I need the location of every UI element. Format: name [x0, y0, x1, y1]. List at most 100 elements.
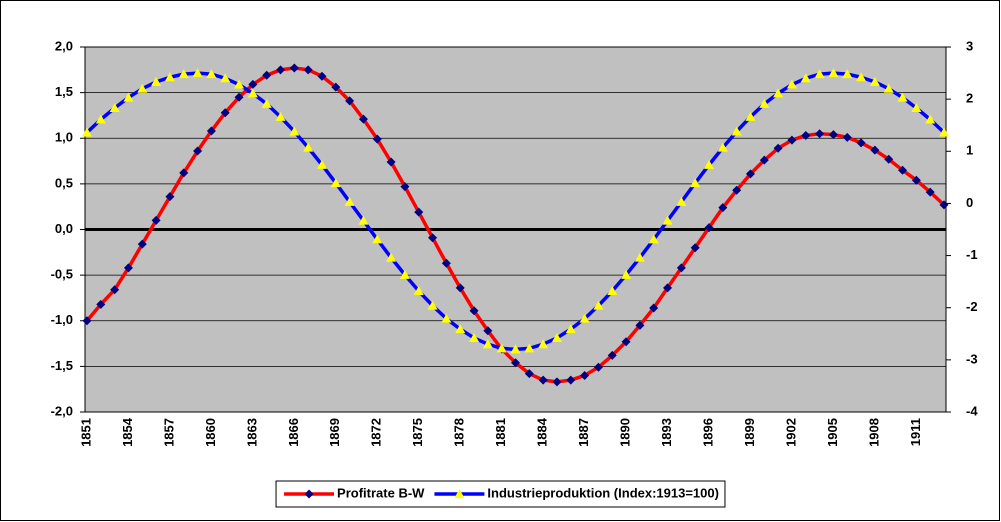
- point-marker: [676, 196, 687, 206]
- point-marker: [621, 337, 631, 347]
- x-tick-label: 1902: [783, 418, 798, 447]
- point-marker: [483, 326, 493, 336]
- point-marker: [897, 92, 908, 102]
- y2-tick-label: 2: [966, 91, 973, 106]
- point-marker: [842, 132, 852, 142]
- point-marker: [773, 143, 783, 153]
- point-marker: [247, 88, 258, 98]
- y2-tick-label: -1: [966, 247, 978, 262]
- x-tick-label: 1860: [203, 418, 218, 447]
- point-marker: [580, 371, 590, 380]
- point-marker: [455, 283, 465, 293]
- point-marker: [510, 344, 521, 354]
- point-marker: [441, 258, 451, 268]
- point-marker: [538, 339, 549, 349]
- point-marker: [717, 142, 728, 152]
- point-marker: [372, 234, 383, 244]
- point-marker: [828, 68, 839, 78]
- point-marker: [731, 126, 742, 136]
- point-marker: [289, 63, 299, 73]
- x-tick-label: 1884: [535, 417, 550, 447]
- point-marker: [704, 223, 714, 233]
- point-marker: [869, 76, 880, 86]
- point-marker: [621, 269, 632, 279]
- x-tick-label: 1854: [120, 417, 135, 447]
- point-marker: [911, 103, 922, 113]
- y2-tick-label: 1: [966, 143, 973, 158]
- legend-marker: [304, 489, 314, 499]
- point-marker: [607, 286, 618, 296]
- x-tick-label: 1905: [825, 418, 840, 447]
- point-marker: [234, 92, 244, 102]
- y-tick-label: 1,5: [55, 84, 73, 99]
- y-tick-label: -1,0: [51, 312, 73, 327]
- point-marker: [662, 215, 673, 225]
- point-marker: [206, 126, 216, 136]
- point-marker: [884, 154, 894, 164]
- y-tick-label: -1,5: [51, 358, 73, 373]
- point-marker: [787, 135, 797, 145]
- point-marker: [261, 98, 272, 108]
- point-marker: [856, 72, 867, 82]
- point-marker: [303, 142, 314, 152]
- point-marker: [344, 196, 355, 206]
- point-marker: [648, 234, 659, 244]
- point-marker: [718, 203, 728, 213]
- legend: Profitrate B-W Industrieproduktion (Index…: [275, 480, 726, 508]
- legend-marker: [454, 489, 465, 498]
- point-marker: [413, 286, 424, 296]
- point-marker: [455, 324, 466, 334]
- point-marker: [220, 73, 231, 83]
- x-tick-label: 1911: [908, 418, 923, 446]
- point-marker: [773, 88, 784, 98]
- point-marker: [192, 68, 203, 78]
- point-marker: [276, 65, 286, 75]
- x-tick-label: 1896: [700, 418, 715, 447]
- point-marker: [814, 69, 825, 79]
- point-marker: [331, 82, 341, 92]
- x-tick-label: 1893: [659, 418, 674, 447]
- point-marker: [551, 332, 562, 342]
- point-marker: [870, 145, 880, 155]
- point-marker: [109, 103, 120, 113]
- x-tick-label: 1857: [161, 418, 176, 447]
- point-marker: [593, 362, 603, 372]
- y2-tick-label: 0: [966, 195, 973, 210]
- x-tick-label: 1869: [327, 418, 342, 447]
- point-marker: [593, 300, 604, 310]
- point-marker: [386, 252, 397, 262]
- x-tick-label: 1875: [410, 418, 425, 447]
- point-marker: [469, 332, 480, 342]
- x-tick-label: 1887: [576, 418, 591, 447]
- point-marker: [427, 300, 438, 310]
- point-marker: [538, 375, 548, 385]
- point-marker: [469, 306, 479, 316]
- point-marker: [123, 92, 134, 102]
- point-marker: [345, 96, 355, 106]
- point-marker: [482, 339, 493, 349]
- point-marker: [151, 215, 161, 225]
- point-marker: [911, 175, 921, 185]
- point-marker: [607, 350, 617, 360]
- legend-label: Industrieproduktion (Index:1913=100): [487, 485, 719, 500]
- point-marker: [635, 320, 645, 330]
- point-marker: [566, 375, 576, 385]
- point-marker: [372, 134, 382, 144]
- legend-label: Profitrate B-W: [337, 485, 425, 500]
- point-marker: [815, 129, 825, 139]
- point-marker: [732, 185, 742, 195]
- point-marker: [496, 343, 507, 353]
- x-tick-label: 1872: [369, 418, 384, 447]
- y-tick-label: 0,5: [55, 175, 73, 190]
- point-marker: [801, 131, 811, 141]
- x-tick-label: 1890: [618, 418, 633, 447]
- point-marker: [759, 155, 769, 165]
- point-marker: [552, 377, 562, 387]
- point-marker: [400, 182, 410, 192]
- y-tick-label: -0,5: [51, 267, 73, 282]
- point-marker: [137, 83, 148, 93]
- point-marker: [649, 303, 659, 313]
- point-marker: [441, 313, 452, 323]
- x-tick-label: 1878: [452, 418, 467, 447]
- point-marker: [193, 146, 203, 156]
